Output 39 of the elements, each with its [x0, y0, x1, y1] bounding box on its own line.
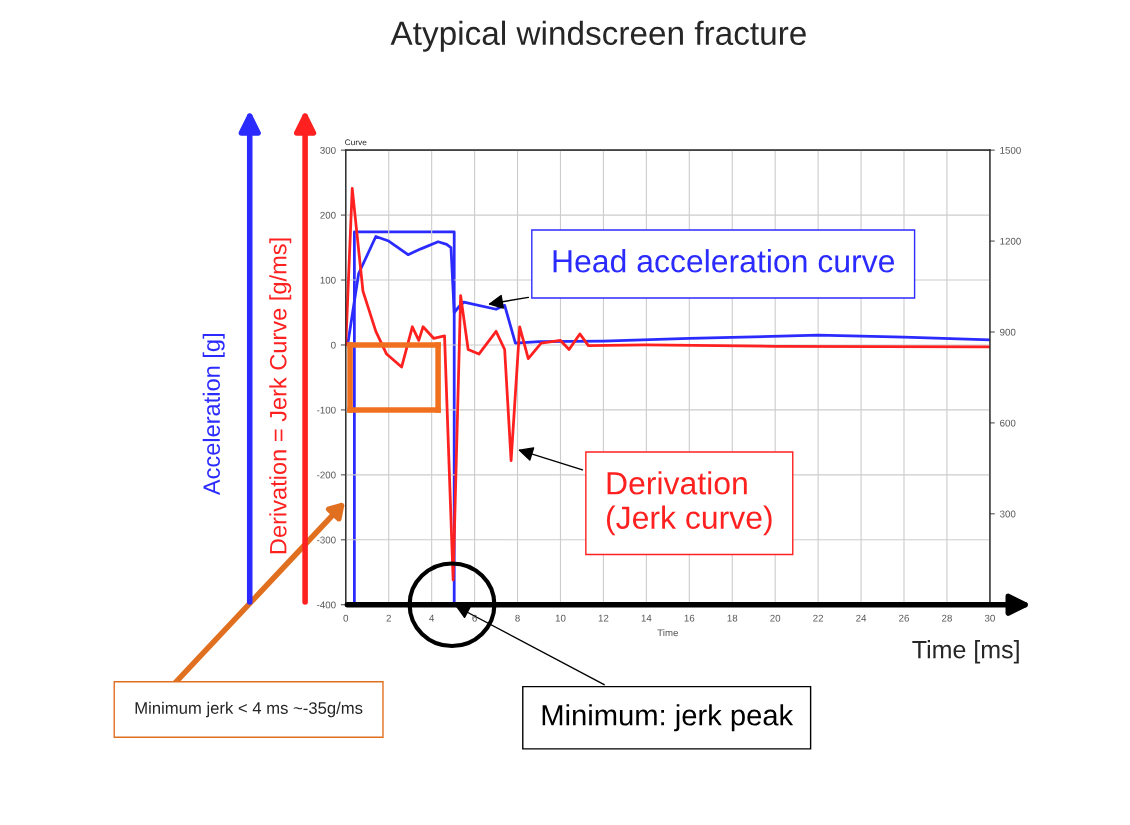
y-tick-label: -100: [317, 406, 336, 414]
y2-tick-label: 1500: [1000, 146, 1021, 154]
annotation: Head acceleration curve: [553, 249, 895, 273]
x-tick-label: 18: [727, 614, 738, 622]
y-axis-title: Acceleration [g]: [202, 334, 225, 496]
x-tick-label: 28: [942, 614, 952, 622]
x-tick-label: 0: [343, 614, 349, 622]
annotation: Derivation (Jerk curve): [606, 471, 772, 536]
x-tick-label: 14: [641, 614, 652, 622]
y2-tick-label: 1200: [1000, 237, 1021, 245]
chart-title: Atypical windscreen fracture: [390, 20, 806, 52]
x-tick-label: 2: [386, 614, 391, 622]
x-tick-label: 20: [770, 614, 781, 622]
x-tick-label: 16: [684, 614, 695, 622]
y2-tick-label: 900: [1000, 328, 1016, 336]
x-tick-label: 24: [856, 614, 867, 622]
x-axis-title: Time: [657, 629, 679, 637]
x-tick-label: 22: [813, 614, 824, 622]
y-tick-label: -400: [317, 601, 336, 609]
text: Minimum jerk < 4 ms ~-35g/ms: [135, 701, 363, 718]
x-tick-label: 4: [429, 614, 435, 622]
y-tick-label: 200: [320, 211, 336, 219]
text: Derivation = Jerk Curve [g/ms]: [269, 238, 292, 554]
annotation: Minimum: jerk peak: [542, 704, 794, 732]
x-tick-label: 30: [984, 614, 995, 622]
text: Curve: [345, 139, 367, 146]
y2-tick-label: 600: [1000, 419, 1016, 427]
x-tick-label: 8: [515, 614, 520, 622]
x-tick-label: 12: [598, 614, 609, 622]
y-tick-label: 100: [320, 276, 336, 284]
x-tick-label: 10: [555, 614, 566, 622]
y-tick-label: -200: [317, 471, 336, 479]
y2-tick-label: 300: [999, 510, 1016, 518]
y-tick-label: 300: [320, 146, 336, 154]
x-tick-label: 26: [899, 614, 909, 622]
y-tick-label: 0: [331, 341, 336, 349]
line-series: [345, 187, 990, 582]
y-tick-label: -300: [317, 536, 336, 544]
text: Time [ms]: [912, 640, 1019, 664]
